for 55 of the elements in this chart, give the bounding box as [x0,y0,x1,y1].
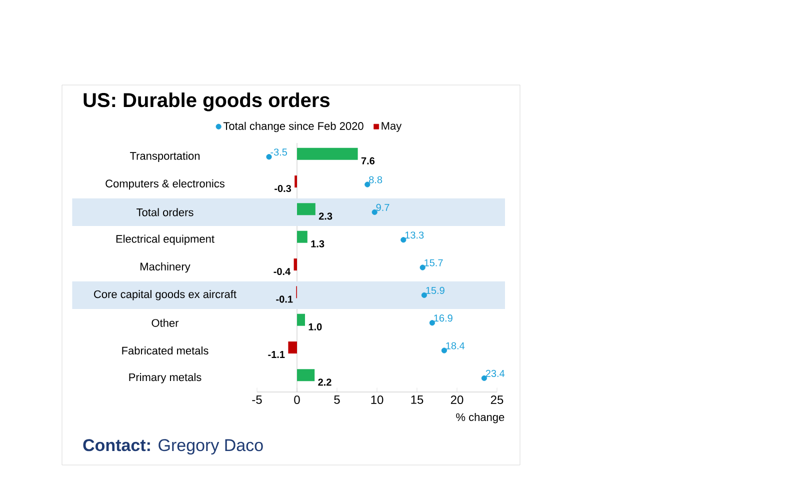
y-tick-label: Other [152,318,179,327]
point [441,348,447,354]
bar [297,148,358,160]
data-label: 13.3 [405,232,424,239]
bar [297,314,306,326]
data-label: -3.5 [270,148,288,156]
y-tick-label: Primary metals [129,373,202,384]
data-label: 16.9 [434,314,452,322]
x-tick-label: 5 [334,396,340,404]
point [372,209,378,215]
point [429,320,435,326]
x-tick-label: -5 [252,396,262,404]
y-tick-label: Transportation [130,152,200,162]
data-label: 1.3 [311,240,324,248]
point [266,154,272,160]
data-label: 1.0 [308,323,322,330]
x-tick-label: 15 [411,396,424,404]
data-label: 2.3 [318,212,332,220]
y-tick-label: Electrical equipment [116,234,214,245]
data-label: 18.4 [446,342,465,350]
data-label: 2.2 [318,378,332,386]
data-label: -0.3 [274,184,292,192]
y-tick-label: Computers & electronics [106,179,224,190]
y-tick-label: Total orders [136,208,194,216]
bar [288,342,297,354]
data-label: -1.1 [268,351,285,358]
point [400,237,406,243]
x-tick-label: 10 [371,396,384,404]
bar [297,230,308,243]
data-label: -0.4 [274,268,291,276]
point [420,264,426,270]
data-label: 9.7 [376,204,390,211]
x-tick-label: 0 [294,396,300,404]
data-label: 8.8 [369,176,382,184]
data-label: 15.7 [424,259,443,266]
bar [297,203,316,216]
y-tick-label: Machinery [140,262,190,273]
bar [294,258,297,271]
data-label: 7.6 [361,157,375,164]
x-axis-title: % change [456,412,504,424]
text: Contact: Gregory Daco [83,439,263,455]
legend-label: Total change since Feb 2020 [223,122,364,132]
data-label: 15.9 [426,286,444,294]
point [421,292,427,298]
chart-title: US: Durable goods orders [84,92,330,112]
x-tick-label: 20 [450,396,464,404]
bar [297,369,315,382]
x-tick-label: 25 [490,396,504,404]
data-label: 23.4 [486,370,505,377]
legend-label: May [382,122,402,132]
point [481,375,487,381]
data-label: -0.1 [276,296,293,303]
point [364,182,370,188]
y-tick-label: Fabricated metals [122,346,208,355]
y-tick-label: Core capital goods ex aircraft [94,290,236,300]
